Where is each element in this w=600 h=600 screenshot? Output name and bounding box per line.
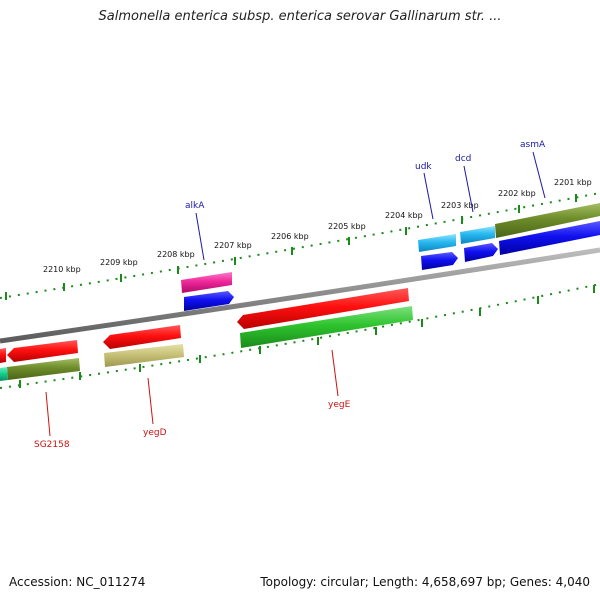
kbp-label-2210: 2210 kbp bbox=[43, 265, 81, 274]
kbp-label-2206: 2206 kbp bbox=[271, 232, 309, 241]
outer-major-ticks bbox=[5, 194, 577, 300]
accession-text: Accession: NC_011274 bbox=[9, 575, 146, 589]
map-title: Salmonella enterica subsp. enterica sero… bbox=[98, 9, 502, 24]
feature-yegD-gene bbox=[104, 344, 184, 367]
label-leaders bbox=[45, 151, 546, 437]
feature-yegD-cds bbox=[103, 325, 181, 349]
kbp-label-2208: 2208 kbp bbox=[157, 250, 195, 259]
feature-dcd-gene bbox=[464, 243, 498, 262]
kbp-label-2209: 2209 kbp bbox=[100, 258, 138, 267]
backbone-ring bbox=[0, 247, 600, 344]
feature-dcd-misc bbox=[460, 226, 495, 244]
gene-label-udk: udk bbox=[415, 162, 432, 172]
reverse-strand-features bbox=[0, 306, 413, 381]
kbp-label-2202: 2202 kbp bbox=[498, 189, 536, 198]
genome-summary-text: Topology: circular; Length: 4,658,697 bp… bbox=[260, 575, 590, 589]
kbp-label-2205: 2205 kbp bbox=[328, 222, 366, 231]
feature-udk-gene bbox=[421, 252, 458, 270]
feature-SG2158-gene bbox=[7, 358, 80, 380]
feature-udk-misc bbox=[418, 234, 456, 252]
feature-asmA-gene bbox=[499, 221, 600, 255]
gene-label-yegE: yegE bbox=[328, 400, 351, 410]
kbp-label-2203: 2203 kbp bbox=[441, 201, 479, 210]
feature-left-teal-partial bbox=[0, 367, 8, 381]
leader-alkA bbox=[195, 212, 205, 261]
gene-label-alkA: alkA bbox=[185, 201, 205, 211]
gene-label-asmA: asmA bbox=[520, 140, 546, 150]
feature-yegE-cds bbox=[237, 288, 409, 329]
leader-asmA bbox=[532, 151, 546, 199]
feature-yegE-gene bbox=[240, 306, 413, 348]
feature-left-red-partial bbox=[0, 348, 6, 363]
gene-label-SG2158: SG2158 bbox=[34, 440, 70, 450]
kbp-labels: 2201 kbp 2202 kbp 2203 kbp 2204 kbp 2205… bbox=[43, 178, 592, 274]
kbp-label-2201: 2201 kbp bbox=[554, 178, 592, 187]
forward-strand-features bbox=[181, 203, 600, 329]
leader-yegD bbox=[147, 377, 154, 425]
inner-major-ticks bbox=[19, 285, 595, 388]
leader-SG2158 bbox=[45, 391, 51, 437]
feature-alkA-misc bbox=[181, 272, 232, 293]
feature-SG2158-cds bbox=[7, 340, 78, 362]
leader-yegE bbox=[331, 349, 339, 397]
kbp-label-2207: 2207 kbp bbox=[214, 241, 252, 250]
gene-label-dcd: dcd bbox=[455, 154, 471, 164]
feature-asmA-misc bbox=[495, 203, 600, 238]
leader-udk bbox=[423, 172, 434, 220]
gene-labels: asmA dcd udk alkA yegE yegD SG2158 bbox=[34, 140, 546, 450]
kbp-label-2204: 2204 kbp bbox=[385, 211, 423, 220]
gene-label-yegD: yegD bbox=[143, 428, 167, 438]
feature-alkA-gene bbox=[184, 291, 234, 311]
leader-dcd bbox=[463, 165, 474, 213]
